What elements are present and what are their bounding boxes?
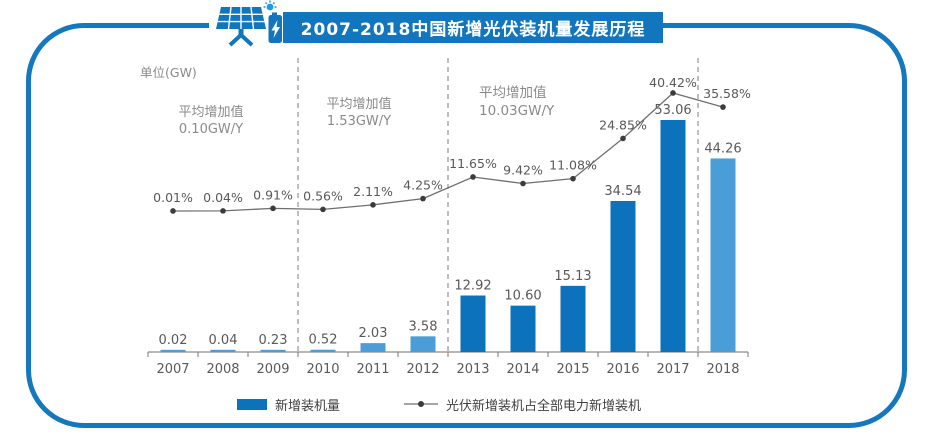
- legend-line-label: 光伏新增装机占全部电力新增装机: [446, 398, 642, 414]
- x-axis-label-2009: 2009: [256, 362, 289, 377]
- chart-title-banner: 2007-2018中国新增光伏装机量发展历程: [283, 12, 663, 43]
- bar-2009: [260, 349, 286, 352]
- line-value-label: 35.58%: [703, 86, 751, 101]
- battery-icon: [268, 12, 282, 43]
- solar-panel-icon-box: [209, 0, 287, 55]
- x-axis-label-2018: 2018: [706, 362, 739, 377]
- annotation-period-2: 平均增加值 1.53GW/Y: [304, 96, 414, 130]
- line-value-label: 11.65%: [449, 156, 497, 171]
- x-axis-label-2015: 2015: [556, 362, 589, 377]
- line-value-label: 2.11%: [353, 184, 393, 199]
- annotation-period-1-line1: 平均增加值: [178, 105, 244, 120]
- line-point-2007: [170, 208, 176, 214]
- line-value-label: 0.56%: [303, 188, 343, 203]
- annotation-period-3-line2: 10.03GW/Y: [479, 103, 555, 119]
- annotation-period-3: 平均增加值 10.03GW/Y: [479, 84, 609, 120]
- x-axis-label-2007: 2007: [156, 362, 189, 377]
- line-point-2012: [420, 195, 426, 202]
- line-value-label: 9.42%: [503, 162, 543, 177]
- line-point-2014: [520, 180, 526, 187]
- bar-2018: [710, 158, 736, 352]
- chart-title: 2007-2018中国新增光伏装机量发展历程: [300, 20, 646, 40]
- annotation-period-1: 平均增加值 0.10GW/Y: [158, 104, 264, 138]
- line-value-label: 0.01%: [153, 190, 193, 205]
- line-value-label: 0.91%: [253, 187, 293, 202]
- legend-bar-swatch: [237, 398, 267, 410]
- line-point-2013: [470, 174, 476, 180]
- x-axis-label-2008: 2008: [206, 362, 239, 377]
- percentage-line: [172, 92, 724, 212]
- bar-value-label: 53.06: [654, 103, 691, 118]
- x-axis-label-2010: 2010: [306, 362, 339, 377]
- bar-2015: [560, 285, 586, 352]
- bar-2013: [460, 295, 486, 352]
- line-value-label: 11.08%: [549, 158, 597, 173]
- solar-panel-glyph: [216, 6, 266, 47]
- line-point-2015: [570, 175, 576, 182]
- line-value-label: 40.42%: [649, 75, 697, 90]
- line-point-2017: [670, 90, 676, 96]
- line-value-label: 24.85%: [599, 117, 647, 132]
- line-point-2011: [370, 202, 376, 208]
- annotation-period-2-line1: 平均增加值: [326, 97, 392, 112]
- line-value-label: 4.25%: [403, 178, 443, 193]
- bar-value-label: 0.23: [259, 333, 288, 348]
- bar-value-label: 15.13: [554, 269, 591, 284]
- x-axis-label-2014: 2014: [506, 362, 539, 377]
- bar-2016: [610, 200, 636, 352]
- bar-value-label: 44.26: [704, 141, 741, 156]
- sun-icon: [263, 0, 277, 11]
- line-marker-icon: [404, 401, 439, 407]
- bar-2011: [360, 343, 386, 352]
- x-axis-label-2012: 2012: [406, 362, 439, 377]
- bar-2008: [210, 349, 236, 352]
- axis-unit-label: 单位(GW): [140, 65, 197, 80]
- x-axis-label-2011: 2011: [356, 362, 389, 377]
- annotation-period-3-line1: 平均增加值: [479, 85, 547, 101]
- bar-2010: [310, 349, 336, 352]
- legend-bar-label: 新增装机量: [275, 398, 341, 414]
- bar-value-label: 3.58: [409, 319, 438, 334]
- annotation-period-1-line2: 0.10GW/Y: [178, 122, 244, 137]
- line-point-2018: [720, 104, 726, 110]
- bar-value-label: 0.02: [159, 333, 188, 348]
- line-point-2009: [270, 205, 276, 212]
- x-axis-label-2016: 2016: [606, 362, 639, 377]
- bar-value-label: 12.92: [454, 279, 491, 294]
- legend: 新增装机量 光伏新增装机占全部电力新增装机: [237, 395, 642, 414]
- bar-2007: [160, 349, 186, 352]
- x-axis-label-2017: 2017: [656, 362, 689, 377]
- bar-2017: [660, 120, 686, 352]
- bar-2012: [410, 336, 436, 352]
- line-value-label: 0.04%: [203, 190, 243, 205]
- x-axis-label-2013: 2013: [456, 362, 489, 377]
- bar-value-label: 10.60: [504, 289, 541, 304]
- bar-2014: [510, 305, 536, 352]
- bar-value-label: 0.04: [209, 333, 238, 348]
- bar-value-label: 0.52: [309, 333, 338, 348]
- line-point-2008: [220, 208, 226, 214]
- line-point-2016: [620, 135, 626, 142]
- bar-value-label: 34.54: [604, 184, 641, 199]
- line-point-2010: [320, 206, 326, 213]
- annotation-period-2-line2: 1.53GW/Y: [326, 114, 392, 129]
- legend-line-symbol: [404, 399, 439, 409]
- bar-value-label: 2.03: [359, 326, 388, 341]
- solar-panel-battery-icon: [216, 0, 282, 47]
